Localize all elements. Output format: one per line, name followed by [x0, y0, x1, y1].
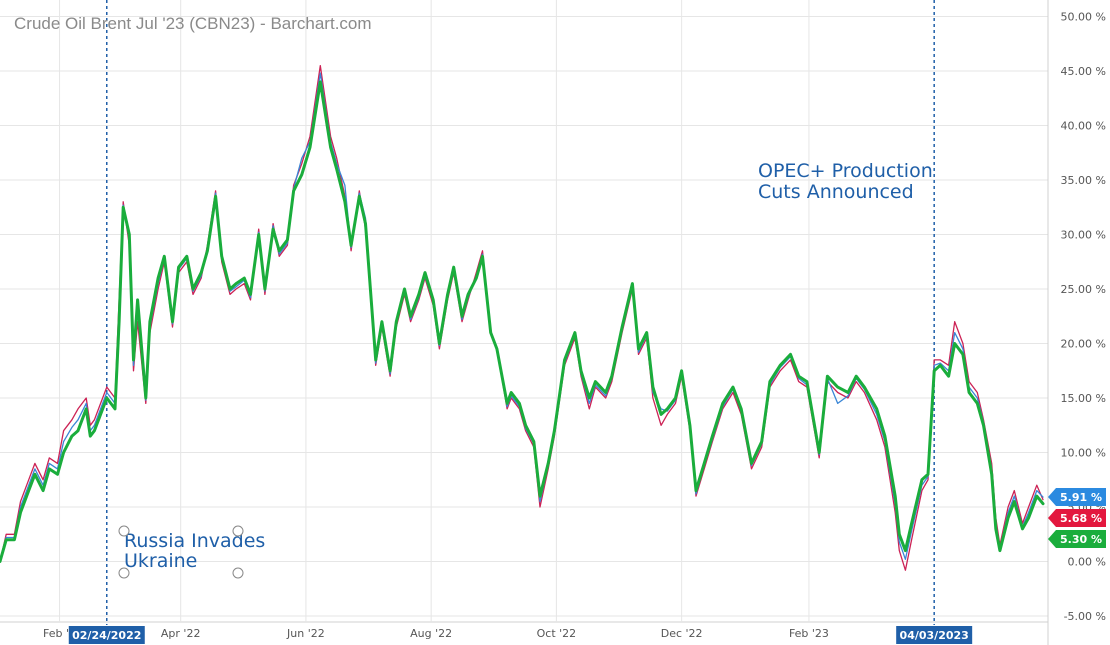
- y-tick-label: 0.00 %: [1068, 556, 1106, 569]
- chart-title: Crude Oil Brent Jul '23 (CBN23) - Barcha…: [14, 14, 372, 33]
- y-tick-label: 50.00 %: [1061, 11, 1106, 24]
- annotation-opec-line2: Cuts Announced: [758, 181, 914, 203]
- y-tick-label: 40.00 %: [1061, 120, 1106, 133]
- annotation-handle-icon[interactable]: [118, 567, 130, 579]
- y-tick-label: 10.00 %: [1061, 447, 1106, 460]
- last-value-label: 5.30 %: [1060, 533, 1102, 546]
- x-tick-label: Dec '22: [661, 627, 703, 640]
- y-tick-label: 15.00 %: [1061, 392, 1106, 405]
- y-tick-label: 45.00 %: [1061, 65, 1106, 78]
- event-date-badge: [68, 626, 145, 644]
- annotations[interactable]: Russia Invades Ukraine OPEC+ Production …: [118, 160, 933, 579]
- x-tick-label: Feb '2: [43, 627, 76, 640]
- y-tick-label: -5.00 %: [1064, 610, 1106, 623]
- last-value-badges: 5.91 % 5.68 % 5.30 %: [1048, 488, 1106, 548]
- y-tick-label: 30.00 %: [1061, 229, 1106, 242]
- x-tick-label: Oct '22: [537, 627, 577, 640]
- last-value-label: 5.91 %: [1060, 491, 1102, 504]
- last-value-badge: [1048, 509, 1106, 527]
- last-value-label: 5.68 %: [1060, 512, 1102, 525]
- last-value-badge: [1048, 488, 1106, 506]
- last-value-badge: [1048, 530, 1106, 548]
- annotation-handle-icon[interactable]: [232, 525, 244, 537]
- annotation-handle-icon[interactable]: [232, 567, 244, 579]
- y-tick-label: 35.00 %: [1061, 174, 1106, 187]
- x-tick-label: Feb '23: [789, 627, 829, 640]
- event-date-badge: [896, 626, 973, 644]
- x-axis: Feb '2 Apr '22 Jun '22 Aug '22 Oct '22 Dec '2…: [43, 626, 973, 644]
- annotation-opec-line1: OPEC+ Production: [758, 160, 933, 182]
- annotation-russia-line1: Russia Invades: [124, 530, 265, 552]
- annotation-handle-icon[interactable]: [118, 525, 130, 537]
- y-axis: -5.00 %0.00 %5.00 %10.00 %15.00 %20.00 %…: [1061, 11, 1106, 624]
- x-tick-label: Jun '22: [286, 627, 325, 640]
- series-lines: [0, 64, 1045, 571]
- x-tick-label: Aug '22: [410, 627, 452, 640]
- event-markers: [106, 0, 935, 625]
- event-date-label: 04/03/2023: [900, 629, 969, 642]
- event-date-label: 02/24/2022: [72, 629, 141, 642]
- series-line[interactable]: [0, 80, 1045, 563]
- plot-area: [0, 10, 1048, 615]
- annotation-russia-line2: Ukraine: [124, 550, 197, 572]
- y-tick-label: 20.00 %: [1061, 338, 1106, 351]
- x-tick-label: Apr '22: [161, 627, 201, 640]
- y-tick-label: 25.00 %: [1061, 283, 1106, 296]
